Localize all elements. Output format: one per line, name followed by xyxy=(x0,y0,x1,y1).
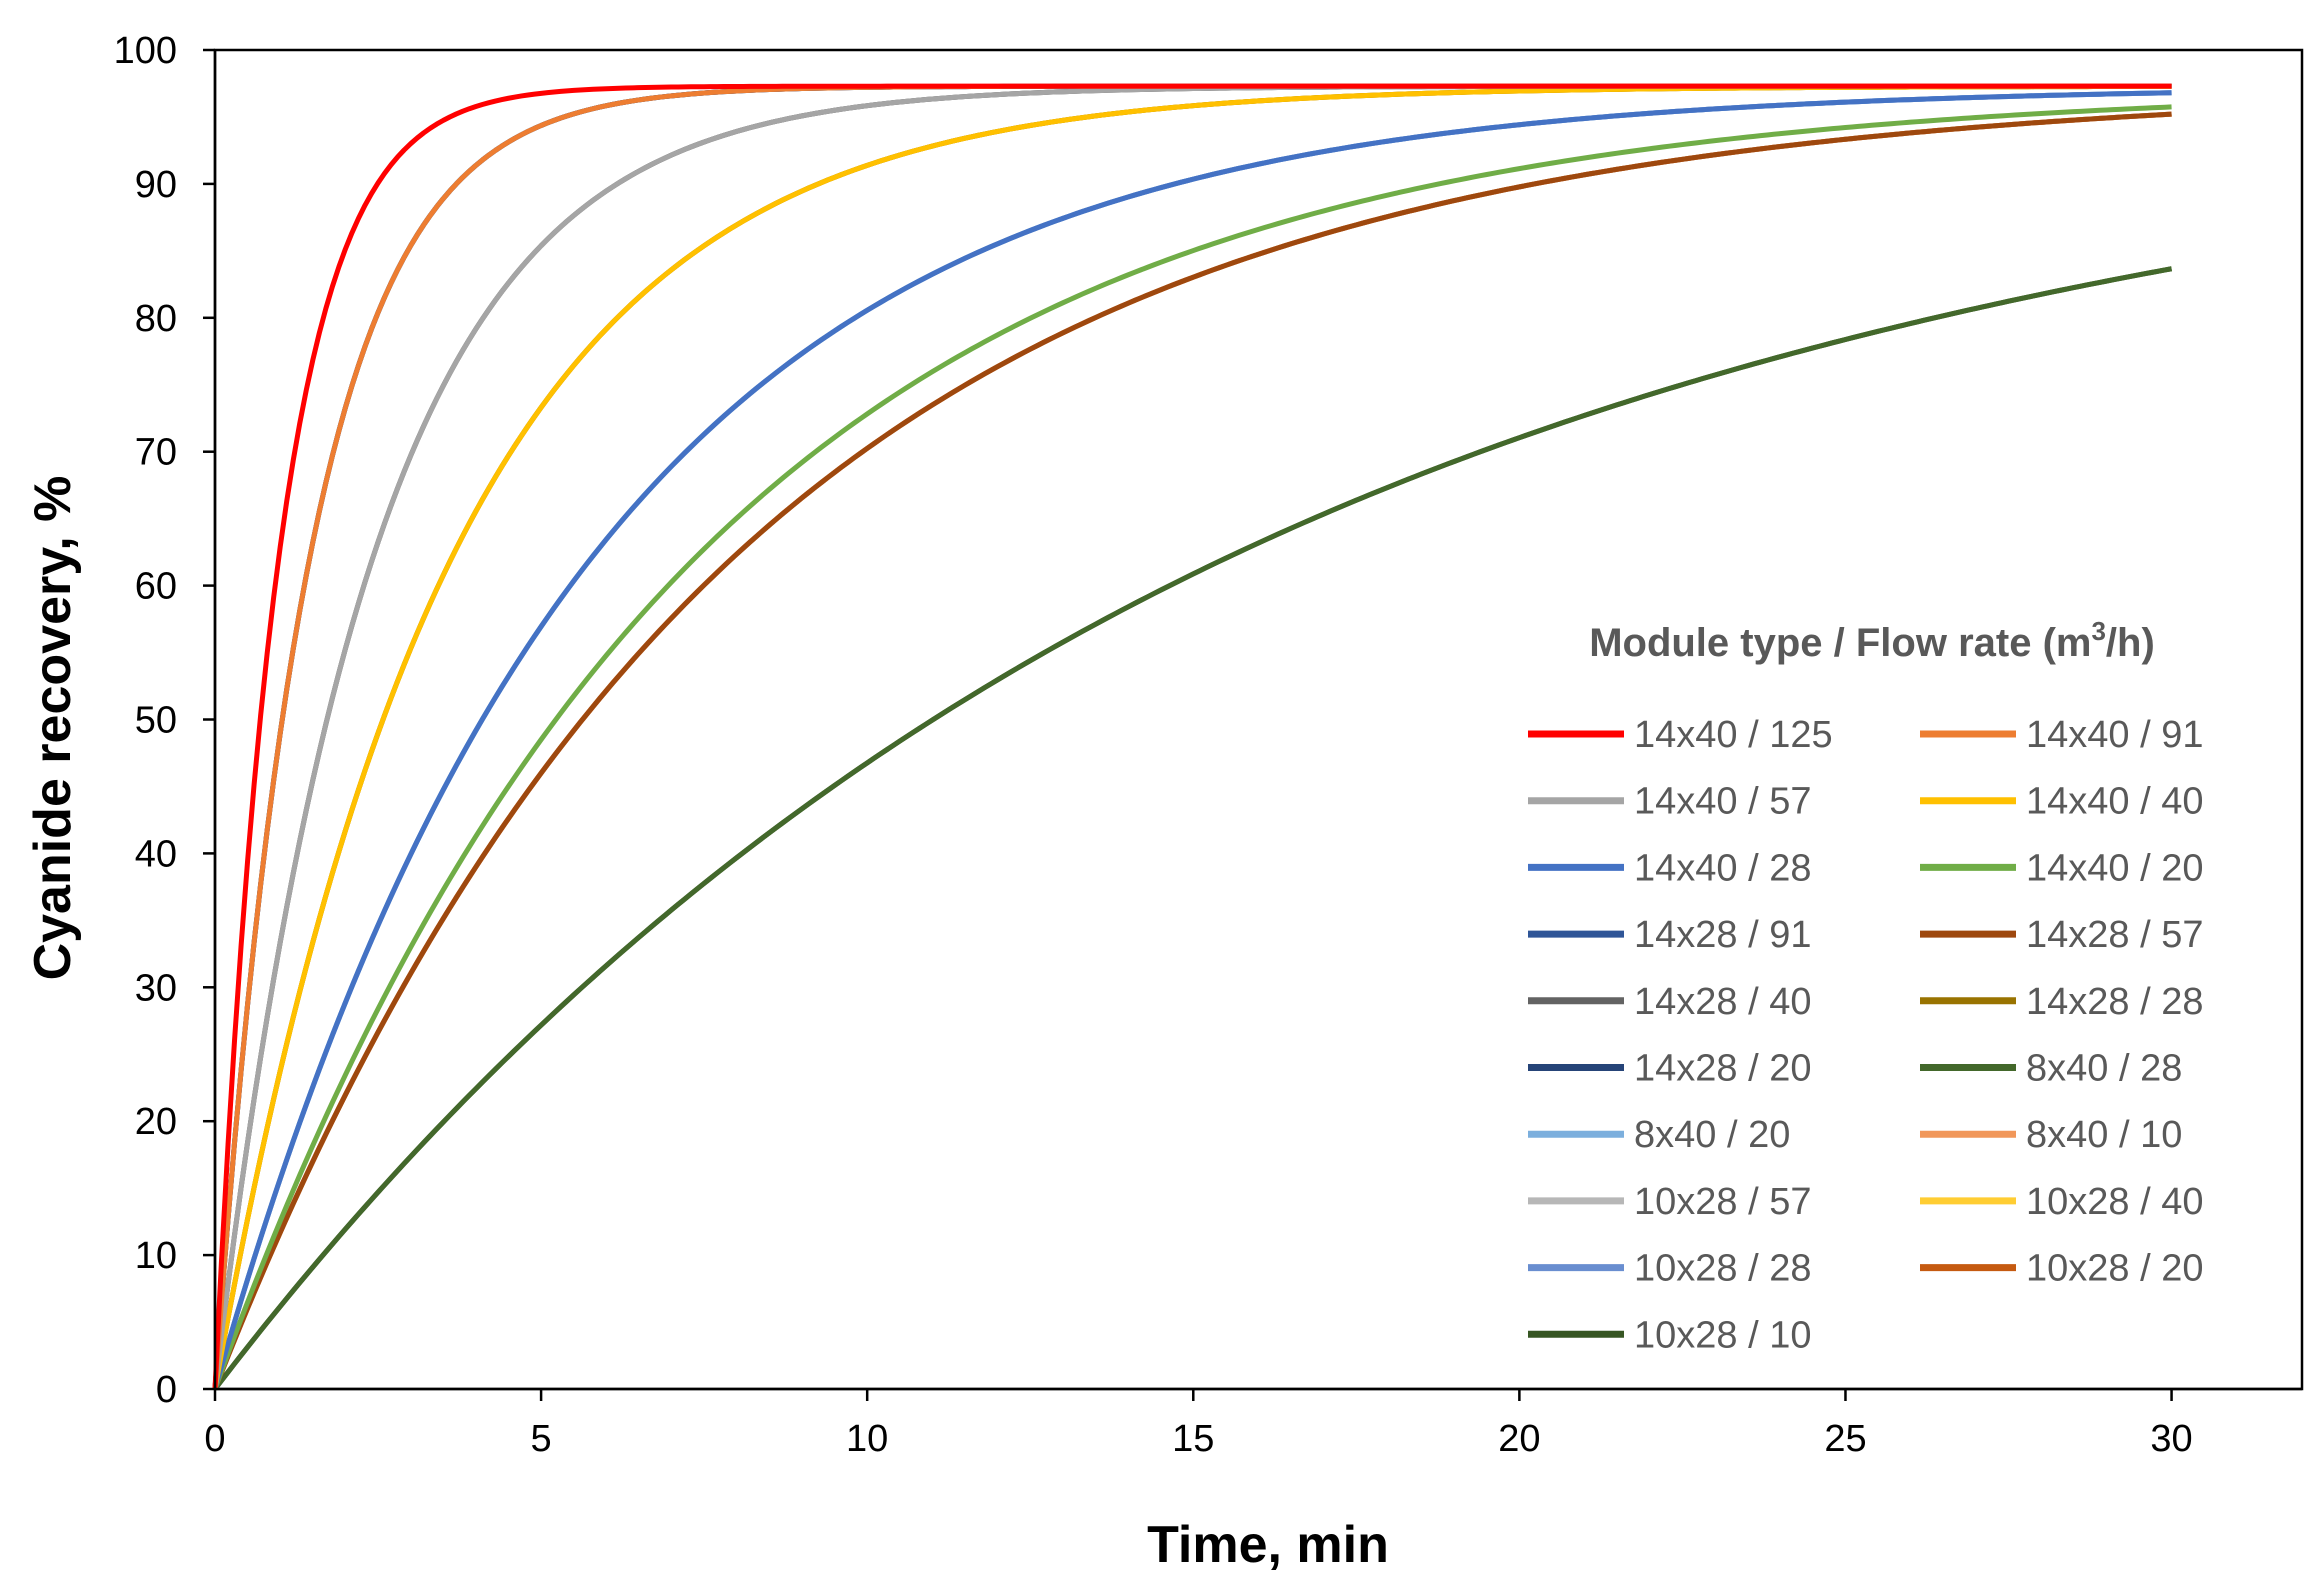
x-tick-label: 25 xyxy=(1824,1418,1866,1460)
legend-title-superscript: 3 xyxy=(2091,616,2105,646)
legend-item-14x40-57: 14x40 / 57 xyxy=(1528,781,1811,823)
legend-item-14x28-40: 14x28 / 40 xyxy=(1528,981,1811,1023)
legend-label: 8x40 / 28 xyxy=(2026,1048,2182,1090)
y-tick-label: 80 xyxy=(135,298,177,340)
legend-label: 10x28 / 20 xyxy=(2026,1248,2203,1290)
series-line-14x40-125 xyxy=(212,83,2172,1390)
series-line-14x40-28 xyxy=(212,90,2172,1390)
legend-label: 10x28 / 10 xyxy=(1634,1314,1811,1356)
legend-label: 14x28 / 91 xyxy=(1634,914,1811,956)
legend-item-10x28-57: 10x28 / 57 xyxy=(1528,1181,1811,1223)
legend-label: 10x28 / 28 xyxy=(1634,1248,1811,1290)
series-line-14x28-57 xyxy=(212,111,2172,1390)
legend-title-main: Module type / Flow rate (m xyxy=(1589,621,2091,665)
legend-label: 14x40 / 28 xyxy=(1634,847,1811,889)
x-axis-title: Time, min xyxy=(1147,1516,1389,1574)
legend-item-10x28-40: 10x28 / 40 xyxy=(1920,1181,2203,1223)
legend: Module type / Flow rate (m3/h) 14x40 / 1… xyxy=(1528,616,2203,1356)
y-axis-title: Cyanide recovery, % xyxy=(24,476,82,981)
legend-item-14x28-20: 14x28 / 20 xyxy=(1528,1048,1811,1090)
legend-item-10x28-10: 10x28 / 10 xyxy=(1528,1314,1811,1356)
legend-label: 10x28 / 57 xyxy=(1634,1181,1811,1223)
legend-label: 14x40 / 57 xyxy=(1634,781,1811,823)
legend-item-8x40-28: 8x40 / 28 xyxy=(1920,1048,2182,1090)
y-tick-label: 40 xyxy=(135,833,177,875)
legend-item-8x40-20: 8x40 / 20 xyxy=(1528,1114,1790,1156)
series-line-8x40-28 xyxy=(213,266,2173,1391)
legend-item-14x28-91: 14x28 / 91 xyxy=(1528,914,1811,956)
legend-item-14x40-125: 14x40 / 125 xyxy=(1528,714,1833,756)
legend-label: 14x28 / 28 xyxy=(2026,981,2203,1023)
legend-label: 14x40 / 91 xyxy=(2026,714,2203,756)
legend-item-14x28-28: 14x28 / 28 xyxy=(1920,981,2203,1023)
legend-label: 14x40 / 125 xyxy=(1634,714,1833,756)
legend-label: 14x28 / 40 xyxy=(1634,981,1811,1023)
legend-label: 14x28 / 20 xyxy=(1634,1048,1811,1090)
legend-label: 8x40 / 20 xyxy=(1634,1114,1790,1156)
y-tick-label: 10 xyxy=(135,1235,177,1277)
legend-item-10x28-20: 10x28 / 20 xyxy=(1920,1248,2203,1290)
legend-title-end: /h) xyxy=(2106,621,2155,665)
legend-item-14x40-40: 14x40 / 40 xyxy=(1920,781,2203,823)
x-tick-label: 15 xyxy=(1172,1418,1214,1460)
series-lines xyxy=(212,83,2173,1391)
legend-label: 10x28 / 40 xyxy=(2026,1181,2203,1223)
y-tick-label: 0 xyxy=(156,1369,177,1411)
axes xyxy=(203,48,2302,1401)
tick-labels: 0 5 10 15 20 25 30 0 10 20 30 40 50 60 70 80 90 100 xyxy=(114,30,2193,1460)
legend-item-8x40-10: 8x40 / 10 xyxy=(1920,1114,2182,1156)
legend-item-14x28-57: 14x28 / 57 xyxy=(1920,914,2203,956)
legend-label: 14x28 / 57 xyxy=(2026,914,2203,956)
legend-label: 14x40 / 40 xyxy=(2026,781,2203,823)
legend-label: 8x40 / 10 xyxy=(2026,1114,2182,1156)
y-tick-label: 60 xyxy=(135,566,177,608)
series-line-14x40-20 xyxy=(212,104,2172,1390)
y-tick-label: 30 xyxy=(135,967,177,1009)
y-tick-label: 70 xyxy=(135,432,177,474)
legend-item-14x40-20: 14x40 / 20 xyxy=(1920,847,2203,889)
legend-item-14x40-28: 14x40 / 28 xyxy=(1528,847,1811,889)
x-tick-label: 5 xyxy=(531,1418,552,1460)
legend-title: Module type / Flow rate (m3/h) xyxy=(1589,616,2155,665)
x-tick-label: 0 xyxy=(204,1418,225,1460)
x-tick-label: 20 xyxy=(1498,1418,1540,1460)
y-tick-label: 20 xyxy=(135,1101,177,1143)
x-tick-label: 10 xyxy=(846,1418,888,1460)
legend-items: 14x40 / 125 14x40 / 91 14x40 / 57 14x40 / 4… xyxy=(1528,714,2203,1356)
legend-item-10x28-28: 10x28 / 28 xyxy=(1528,1248,1811,1290)
y-tick-label: 50 xyxy=(135,700,177,742)
legend-item-14x40-91: 14x40 / 91 xyxy=(1920,714,2203,756)
legend-label: 14x40 / 20 xyxy=(2026,847,2203,889)
y-tick-label: 100 xyxy=(114,30,177,72)
y-tick-label: 90 xyxy=(135,164,177,206)
x-tick-label: 30 xyxy=(2150,1418,2192,1460)
